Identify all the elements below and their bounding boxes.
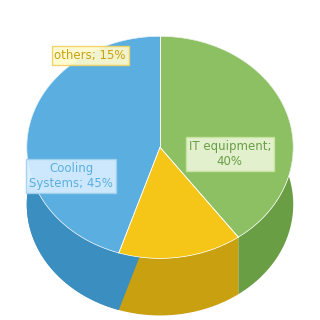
- Polygon shape: [160, 36, 293, 237]
- Polygon shape: [119, 237, 238, 316]
- Polygon shape: [27, 36, 160, 310]
- Polygon shape: [27, 93, 160, 310]
- Polygon shape: [27, 36, 160, 253]
- Text: IT equipment;
40%: IT equipment; 40%: [188, 140, 271, 168]
- Text: Cooling
Systems; 45%: Cooling Systems; 45%: [29, 162, 113, 190]
- Text: others; 15%: others; 15%: [54, 49, 126, 62]
- Polygon shape: [160, 36, 293, 294]
- Polygon shape: [119, 147, 238, 258]
